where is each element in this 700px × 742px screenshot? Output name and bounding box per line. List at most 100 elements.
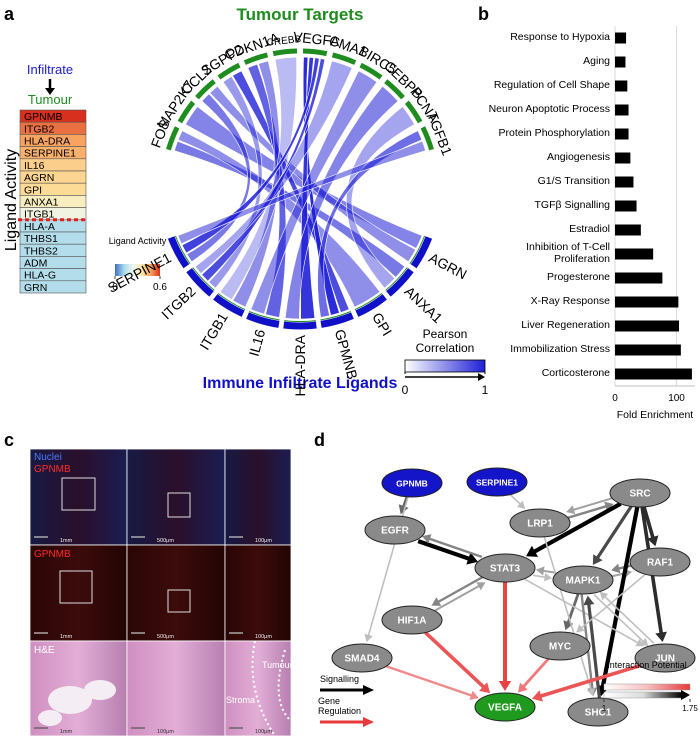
legend-arrowhead: [363, 685, 374, 695]
heatmap-row-label: GRN: [24, 282, 47, 294]
edge: [587, 602, 601, 698]
node-label: RAF1: [647, 558, 674, 569]
colorbar-tick-label: 0: [402, 383, 409, 397]
scale-bar-label: 100μm: [255, 538, 272, 544]
ligand-arc-inner: [284, 320, 316, 322]
y-tick-label: X-Ray Response: [530, 295, 610, 307]
node: [474, 692, 536, 722]
colorbar-tick-label: 0: [112, 282, 118, 293]
edge: [538, 663, 641, 699]
edge-arrowhead: [647, 535, 659, 547]
heatmap-row-label: IL16: [24, 160, 45, 172]
target-arc: [217, 62, 241, 80]
node-label: MYC: [549, 642, 571, 653]
ligand-arc-inner: [217, 292, 246, 311]
ligand-label: GPMNB: [332, 327, 361, 381]
target-arc: [177, 100, 196, 124]
edge-arrowhead: [517, 682, 528, 693]
chord-title-top: Tumour Targets: [237, 5, 364, 24]
ligand-arc: [410, 236, 433, 269]
edge: [523, 578, 640, 644]
edge: [521, 657, 550, 689]
y-tick-label: Estradiol: [569, 223, 610, 235]
node-label: HIF1A: [398, 616, 427, 627]
edge-arrowhead: [469, 690, 479, 700]
edge: [603, 595, 655, 644]
y-tick-label-box: Inhibition of T-Cell Proliferation: [526, 241, 610, 265]
y-tick-label-box: Angiogenesis: [546, 151, 610, 163]
y-tick-label: G1/S Transition: [537, 175, 610, 187]
y-tick-label-box: TGFβ Signalling: [535, 199, 610, 211]
edge: [580, 573, 646, 630]
x-tick-label: 0: [612, 393, 618, 404]
target-arc: [243, 52, 269, 65]
chord-ribbon: [209, 85, 416, 263]
node-label: SHC1: [585, 708, 612, 719]
bar: [615, 200, 637, 212]
edge-arrowhead: [466, 552, 479, 565]
image-tile: [126, 544, 226, 642]
scale-bar-label: 100μm: [255, 634, 272, 640]
legend-label: Signalling: [320, 674, 359, 684]
edge: [543, 536, 593, 691]
y-tick-label-box: G1/S Transition: [537, 175, 610, 187]
target-label: VEGFA: [292, 28, 341, 49]
edge: [593, 594, 645, 643]
target-arc: [302, 48, 328, 57]
y-tick-label-box: Neuron Apoptotic Process: [489, 103, 610, 115]
tumour-label: Tumour: [28, 92, 73, 107]
y-axis-label: Ligand Activity: [3, 149, 20, 251]
ligand-arc-inner: [192, 267, 215, 291]
node: [609, 478, 671, 508]
colorbar-tick-label: 1.75: [682, 704, 698, 713]
edge: [532, 501, 622, 555]
edge: [600, 506, 640, 689]
chord-ribbon: [185, 106, 423, 249]
heatmap-row-label: ADM: [24, 258, 47, 270]
target-arc: [195, 79, 216, 100]
edge: [424, 631, 486, 690]
scale-bar-label: 100μm: [255, 729, 272, 735]
heatmap-cell: [19, 280, 87, 294]
zoom-box: [167, 492, 191, 518]
x-axis-label: Fold Enrichment: [617, 409, 694, 421]
chord-ribbon: [181, 57, 320, 254]
colorbar-title: Pearson Correlation: [415, 328, 475, 355]
bar: [615, 128, 629, 140]
ligand-arc: [386, 268, 414, 297]
node-label: SMAD4: [344, 654, 379, 665]
target-arc: [359, 62, 383, 80]
y-tick-label-box: Progesterone: [547, 271, 610, 283]
y-tick-label: Response to Hypoxia: [510, 31, 610, 43]
heatmap-row-label: THBS2: [24, 245, 58, 257]
edge-arrowhead: [531, 690, 543, 702]
ligand-arc: [246, 312, 280, 328]
colorbar-tick-label: 0.6: [153, 282, 167, 293]
chord-ribbon: [250, 70, 378, 315]
zoom-box: [61, 477, 96, 511]
tissue-gap: [48, 686, 92, 714]
channel-label: GPNMB: [34, 549, 71, 560]
scale-bar-label: 1mm: [60, 538, 73, 544]
edge-arrowhead: [421, 534, 432, 544]
panel-label: b: [478, 4, 489, 24]
colorbar-arrowhead: [681, 690, 690, 700]
node-label: VEGFA: [488, 703, 522, 714]
edge-arrowhead: [611, 563, 621, 574]
arrow-head: [45, 88, 55, 95]
edge-arrowhead: [592, 554, 603, 565]
edge-arrowhead: [535, 566, 545, 576]
target-arc: [404, 100, 423, 124]
target-arc: [331, 52, 357, 65]
node: [629, 547, 691, 577]
edge: [385, 665, 473, 698]
y-tick-label: Corticosterone: [541, 367, 610, 379]
edge-arrowhead: [635, 638, 645, 647]
y-tick-label-box: Estradiol: [569, 223, 610, 235]
edge: [642, 506, 656, 540]
annotation: Stroma: [226, 695, 255, 705]
edge-arrowhead: [476, 582, 486, 591]
node: [466, 467, 528, 497]
y-tick-label: Angiogenesis: [546, 151, 610, 163]
